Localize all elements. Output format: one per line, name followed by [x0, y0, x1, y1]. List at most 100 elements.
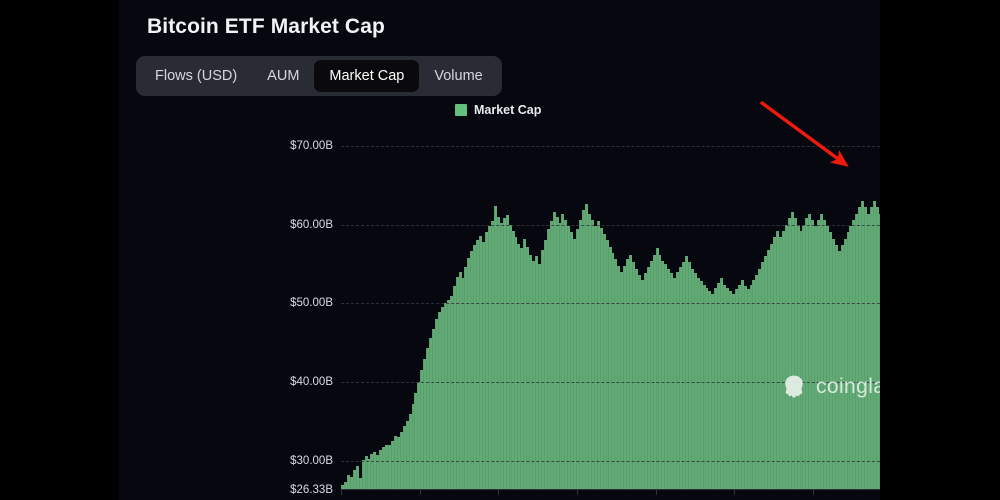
- bar: [670, 273, 674, 490]
- bar: [617, 265, 621, 490]
- tab-flows-usd[interactable]: Flows (USD): [155, 68, 238, 84]
- bar: [523, 238, 527, 490]
- bar: [811, 219, 815, 490]
- bar: [540, 249, 544, 490]
- bar: [496, 216, 500, 490]
- bar: [467, 257, 471, 490]
- plot-area[interactable]: [341, 130, 880, 490]
- bar: [661, 260, 665, 490]
- bar: [667, 268, 671, 490]
- chart-panel: Bitcoin ETF Market Cap Flows (USD) AUM M…: [119, 0, 880, 500]
- bar: [479, 235, 483, 490]
- bar: [388, 445, 392, 490]
- bar: [831, 238, 835, 490]
- bar: [734, 289, 738, 490]
- bar: [361, 459, 365, 490]
- bar: [493, 206, 497, 490]
- bar: [749, 284, 753, 490]
- x-axis-tick: [341, 490, 342, 495]
- gridline: [341, 382, 880, 384]
- bar: [631, 262, 636, 490]
- bar: [452, 286, 456, 490]
- bar: [626, 259, 630, 490]
- bar: [376, 454, 380, 490]
- bar: [629, 254, 633, 490]
- bar: [502, 218, 506, 490]
- bar: [805, 218, 809, 490]
- bar: [781, 230, 785, 490]
- bar: [485, 232, 489, 490]
- bar: [349, 476, 353, 490]
- bar: [552, 211, 556, 490]
- bar: [846, 232, 850, 490]
- bar: [687, 262, 691, 490]
- bar-series-market-cap: [341, 130, 880, 490]
- bar: [570, 232, 574, 490]
- bar: [555, 216, 559, 490]
- bar: [593, 226, 597, 490]
- bar: [875, 207, 879, 490]
- bar: [855, 213, 859, 490]
- bar: [355, 465, 359, 490]
- bar: [634, 268, 638, 490]
- bar: [776, 230, 780, 490]
- bar: [740, 279, 744, 490]
- bar: [787, 218, 791, 490]
- bar: [873, 200, 877, 490]
- y-axis-labels: $70.00B $60.00B $50.00B $40.00B $30.00B $26.3…: [267, 130, 333, 496]
- bar: [367, 458, 371, 490]
- bar: [614, 259, 618, 490]
- bar: [743, 286, 747, 490]
- bar: [761, 262, 765, 490]
- bar: [802, 224, 806, 490]
- bar: [867, 213, 871, 490]
- bar: [808, 213, 812, 490]
- bar: [784, 224, 788, 490]
- bar: [364, 456, 368, 490]
- bar: [352, 469, 356, 490]
- tab-volume[interactable]: Volume: [434, 68, 483, 84]
- bar: [861, 200, 865, 490]
- bar: [623, 265, 627, 490]
- bar: [681, 262, 685, 490]
- bar: [449, 295, 453, 490]
- bar: [390, 440, 394, 490]
- bar: [537, 264, 541, 490]
- bar: [549, 221, 553, 490]
- bar: [705, 287, 709, 490]
- bar: [840, 245, 844, 490]
- chart-legend[interactable]: Market Cap: [455, 103, 541, 117]
- bar: [490, 221, 494, 490]
- bar: [723, 284, 727, 490]
- bar: [837, 251, 841, 490]
- bar: [429, 338, 433, 490]
- bar: [446, 300, 450, 490]
- bar: [864, 207, 868, 490]
- x-axis-tick: [419, 490, 421, 495]
- bar: [473, 245, 477, 490]
- bar: [843, 238, 847, 490]
- bar: [443, 302, 447, 490]
- gridline: [341, 224, 880, 226]
- bar: [602, 234, 606, 490]
- x-axis-tick: [734, 490, 736, 495]
- bar: [534, 256, 539, 490]
- tab-market-cap[interactable]: Market Cap: [314, 60, 420, 92]
- bar: [423, 358, 427, 490]
- bar: [379, 450, 383, 490]
- tab-aum[interactable]: AUM: [267, 68, 300, 84]
- bar: [476, 240, 480, 490]
- bar: [573, 238, 577, 490]
- bar: [702, 284, 706, 490]
- metric-tab-bar: Flows (USD) AUM Market Cap Volume: [136, 56, 502, 96]
- bar: [567, 226, 571, 490]
- bar: [720, 278, 724, 490]
- bar: [870, 207, 874, 490]
- y-axis-tick-label: $30.00B: [290, 455, 333, 468]
- bar: [684, 256, 688, 490]
- bar: [608, 246, 612, 490]
- bar: [708, 290, 712, 490]
- bar: [820, 213, 824, 490]
- bar: [440, 306, 444, 490]
- bar: [690, 268, 694, 490]
